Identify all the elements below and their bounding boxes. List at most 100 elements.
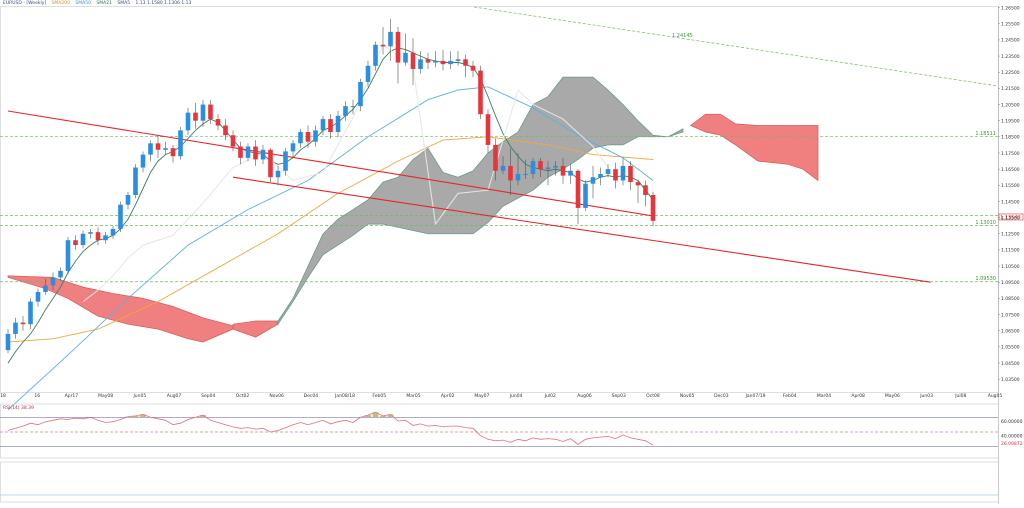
- rsi-current-label: 26.09872: [1001, 441, 1023, 447]
- candle-body: [560, 165, 566, 176]
- candle-body: [418, 59, 423, 69]
- candle-body: [455, 59, 461, 61]
- sma5-legend: SMA5: [117, 1, 131, 6]
- y-tick-label: 1.13500: [1001, 215, 1020, 221]
- candle-body: [313, 130, 318, 142]
- candle-body: [508, 165, 513, 181]
- x-tick-label: Jul08: [954, 393, 966, 399]
- candle-body: [553, 165, 558, 168]
- candle-body: [500, 165, 506, 171]
- chart-header: EURUSD - [Weekly] SMA200 SMA50 SMA21 SMA…: [3, 1, 195, 6]
- candle-body: [155, 143, 161, 150]
- x-tick-label: Nov05: [680, 393, 695, 399]
- candle-body: [335, 115, 341, 132]
- x-tick-label: May07: [474, 393, 489, 399]
- x-tick-label: Nov06: [269, 393, 284, 399]
- candle-body: [253, 146, 258, 160]
- y-tick-label: 1.16500: [1001, 167, 1020, 173]
- x-tick-label: Jan07/19: [745, 393, 766, 399]
- x-tick-label: Feb04: [783, 393, 797, 399]
- candle-body: [28, 301, 33, 325]
- candle-body: [260, 149, 266, 160]
- y-tick-label: 1.25500: [1001, 22, 1020, 28]
- y-tick-label: 1.21500: [1001, 86, 1020, 92]
- x-tick-label: Feb05: [372, 393, 386, 399]
- candle-body: [230, 135, 236, 147]
- candle-body: [298, 132, 303, 144]
- candle-body: [365, 65, 371, 82]
- candle-body: [215, 119, 221, 126]
- candle-body: [245, 146, 251, 158]
- candle-body: [613, 169, 618, 181]
- x-tick-label: Aug07: [167, 393, 182, 399]
- x-tick-label: Jun05: [132, 393, 146, 399]
- candle-body: [635, 182, 641, 186]
- candle-body: [73, 240, 78, 246]
- x-tick-label: Apr08: [851, 393, 865, 399]
- x-tick-label: 18: [0, 393, 6, 399]
- x-tick-label: Dec03: [714, 393, 729, 399]
- candle-body: [493, 144, 498, 171]
- candle-body: [13, 322, 18, 334]
- candle-body: [35, 291, 41, 302]
- sma200-legend: SMA200: [51, 1, 70, 6]
- x-tick-label: Jun04: [509, 393, 523, 399]
- candle-body: [538, 161, 543, 170]
- current-price-label: 1.13543: [1000, 215, 1021, 221]
- candle-body: [395, 31, 401, 63]
- ichimoku-cloud-bull: [277, 76, 684, 326]
- candle-body: [575, 170, 581, 208]
- candle-body: [88, 232, 93, 234]
- y-tick-label: 1.11500: [1001, 248, 1020, 254]
- candle-body: [388, 31, 393, 47]
- candle-body: [583, 183, 588, 208]
- y-tick-label: 1.08500: [1001, 296, 1020, 302]
- ichimoku-cloud-bear: [689, 113, 819, 182]
- ichimoku-cloud-bear: [7, 275, 234, 343]
- x-tick-label: May08: [98, 393, 113, 399]
- candle-body: [5, 333, 11, 351]
- rsi-tick-label: 40.00000: [1001, 433, 1023, 439]
- candle-body: [320, 119, 326, 131]
- diagonal-label: 1.24145: [672, 33, 693, 39]
- candle-body: [433, 60, 438, 63]
- candle-body: [170, 148, 176, 157]
- candle-body: [200, 104, 206, 121]
- candle-body: [380, 44, 386, 47]
- candle-body: [163, 148, 168, 150]
- candle-body: [103, 235, 108, 241]
- y-tick-label: 1.06500: [1001, 328, 1020, 334]
- candle-body: [80, 233, 86, 246]
- x-tick-label: Sep03: [612, 393, 626, 399]
- x-tick-label: Oct02: [236, 393, 250, 399]
- candle-body: [133, 167, 138, 195]
- candle-body: [65, 240, 71, 271]
- rsi-header: RSI(14) 38.39: [3, 405, 34, 411]
- y-tick-label: 1.09500: [1001, 280, 1020, 286]
- y-tick-label: 1.23500: [1001, 54, 1020, 60]
- candle-body: [568, 170, 573, 176]
- sma50-legend: SMA50: [75, 1, 91, 6]
- y-tick-label: 1.15500: [1001, 183, 1020, 189]
- y-tick-label: 1.10500: [1001, 264, 1020, 270]
- y-tick-label: 1.03500: [1001, 377, 1020, 383]
- x-tick-label: May06: [885, 393, 900, 399]
- candle-body: [118, 204, 123, 229]
- candle-body: [193, 112, 198, 121]
- x-tick-label: Mar05: [406, 393, 420, 399]
- trendline: [232, 176, 931, 283]
- candle-body: [358, 81, 363, 107]
- x-tick-label: Oct08: [646, 393, 660, 399]
- candle-body: [605, 169, 611, 174]
- x-tick-label: Apr17: [65, 393, 79, 399]
- candle-body: [515, 174, 521, 181]
- x-tick-label: Aug06: [577, 393, 592, 399]
- candle-body: [448, 60, 453, 65]
- level-label: 1.13010: [975, 220, 996, 226]
- candle-body: [148, 143, 153, 155]
- candle-body: [238, 146, 243, 158]
- y-tick-label: 1.05500: [1001, 345, 1020, 351]
- candle-body: [20, 322, 26, 325]
- resistance-diagonal-line: [473, 6, 999, 87]
